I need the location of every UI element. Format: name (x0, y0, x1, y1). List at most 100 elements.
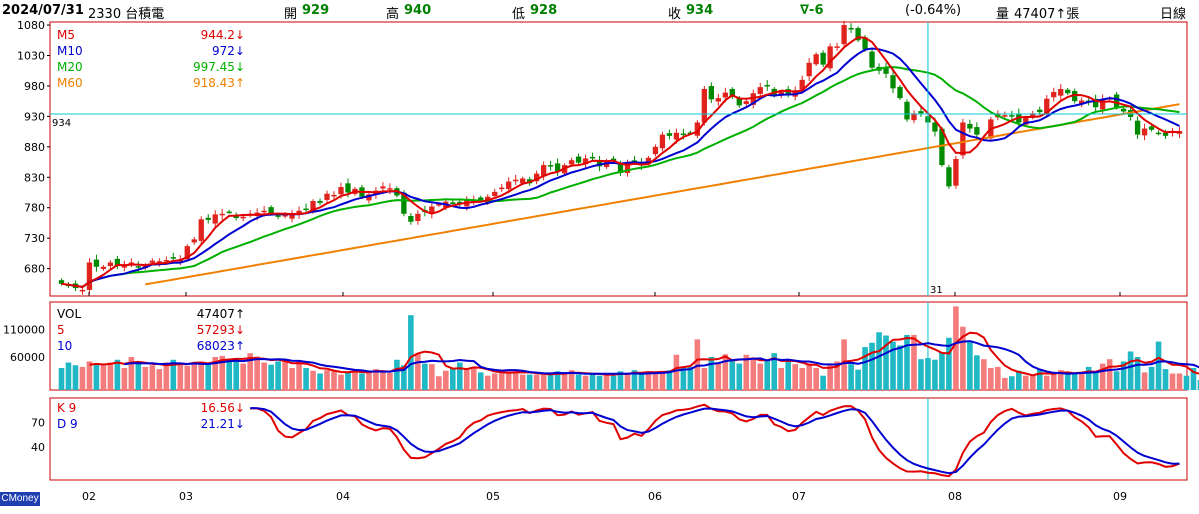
candle-body (226, 211, 232, 214)
candle-body (324, 193, 330, 200)
kd-legend-k9: K 9 (57, 401, 76, 415)
candle-body (750, 93, 756, 105)
volume-bar (568, 370, 575, 390)
volume-bar (701, 368, 708, 390)
candle-body (596, 160, 603, 167)
volume-bar (1197, 380, 1199, 390)
volume-bar (450, 368, 456, 390)
candle-body (149, 260, 155, 263)
volume-bar (1155, 341, 1162, 390)
candle-body (624, 163, 631, 174)
candle-body (540, 165, 547, 177)
volume-bar (848, 364, 854, 390)
price-axis-tick: 880 (24, 141, 45, 154)
volume-bar (303, 368, 309, 390)
candle-body (547, 165, 554, 167)
candle-body (582, 158, 589, 165)
candle-body (554, 163, 561, 172)
volume-bar (1002, 377, 1008, 390)
candle-body (967, 123, 973, 129)
candle-body (897, 86, 903, 99)
volume-bar (792, 364, 798, 390)
candle-body (848, 27, 854, 30)
legend-m10: M10 (57, 44, 83, 58)
volume-bar (1085, 366, 1092, 390)
candle-body (575, 156, 582, 163)
candle-body (757, 87, 763, 94)
volume-bar (1071, 373, 1078, 390)
volume-bar (1078, 372, 1085, 390)
candle-body (429, 206, 435, 214)
volume-bar (149, 365, 156, 390)
crosshair-price-label: 934 (52, 118, 71, 129)
volume-bar (156, 369, 163, 390)
volume-bar (855, 369, 861, 390)
candle-body (317, 201, 323, 203)
candle-body (533, 173, 540, 182)
volume-bar (519, 374, 526, 390)
quote-symbol[interactable]: 2330 台積電 (88, 7, 165, 22)
quote-header: 2024/07/31 2330 台積電 開 929 高 940 低 928 收 … (0, 0, 1199, 22)
x-axis-label-02: 02 (82, 490, 96, 503)
candle-body (408, 215, 414, 222)
candle-body (58, 280, 65, 284)
candle-body (666, 133, 673, 136)
volume-bar (526, 374, 533, 390)
volume-bar (939, 352, 945, 390)
candle-body (974, 127, 980, 135)
volume-bar (380, 371, 386, 390)
candle-body (296, 210, 302, 215)
volume-bar (268, 364, 274, 390)
volume-bar (198, 361, 205, 390)
volume-bar (394, 359, 400, 390)
volume-bar (1050, 372, 1057, 390)
candle-body (568, 160, 575, 165)
volume-bar (771, 353, 778, 390)
volume-bar (1176, 373, 1183, 390)
candle-body (617, 163, 624, 174)
volume-bar (1099, 363, 1106, 390)
volume-bar (331, 370, 337, 390)
volume-bar (589, 373, 596, 390)
change-value: ∇-6 (800, 3, 824, 18)
volume-bar (233, 358, 239, 390)
candle-body (715, 98, 721, 102)
kd-axis-tick: 70 (31, 417, 45, 430)
candle-body (946, 167, 952, 187)
volume-bar (338, 374, 344, 390)
volume-bar (436, 376, 442, 390)
volume-bar (142, 366, 149, 390)
volume-bar (177, 363, 184, 390)
candle-body (890, 75, 896, 89)
volume-bar (750, 359, 757, 390)
volume-bar (547, 373, 554, 390)
candle-body (1065, 89, 1071, 94)
volume-bar (925, 358, 931, 390)
candle-body (310, 201, 316, 212)
volume-bar (582, 375, 589, 390)
volume-bar (659, 371, 666, 390)
volume-bar (415, 354, 421, 390)
volume-bar (359, 373, 365, 390)
candle-body (107, 262, 114, 267)
volume-bar (1162, 369, 1169, 390)
volume-bar (93, 363, 100, 390)
volume-bar (366, 371, 372, 390)
candle-body (743, 101, 749, 104)
volume-bar (1113, 371, 1120, 390)
candle-body (450, 202, 456, 205)
volume-bar (310, 370, 316, 390)
period-selector[interactable]: 日線 (1160, 7, 1187, 22)
volume-bar (387, 372, 393, 390)
d9-line (250, 407, 1180, 475)
volume-bar (988, 368, 994, 390)
candle-body (198, 219, 204, 241)
volume-bar (1057, 370, 1064, 390)
candle-body (701, 88, 708, 123)
open-label: 開 (284, 7, 298, 22)
candle-body (1093, 98, 1099, 108)
candle-body (736, 98, 742, 106)
x-axis-label-07: 07 (792, 490, 806, 503)
candle-body (219, 213, 225, 216)
